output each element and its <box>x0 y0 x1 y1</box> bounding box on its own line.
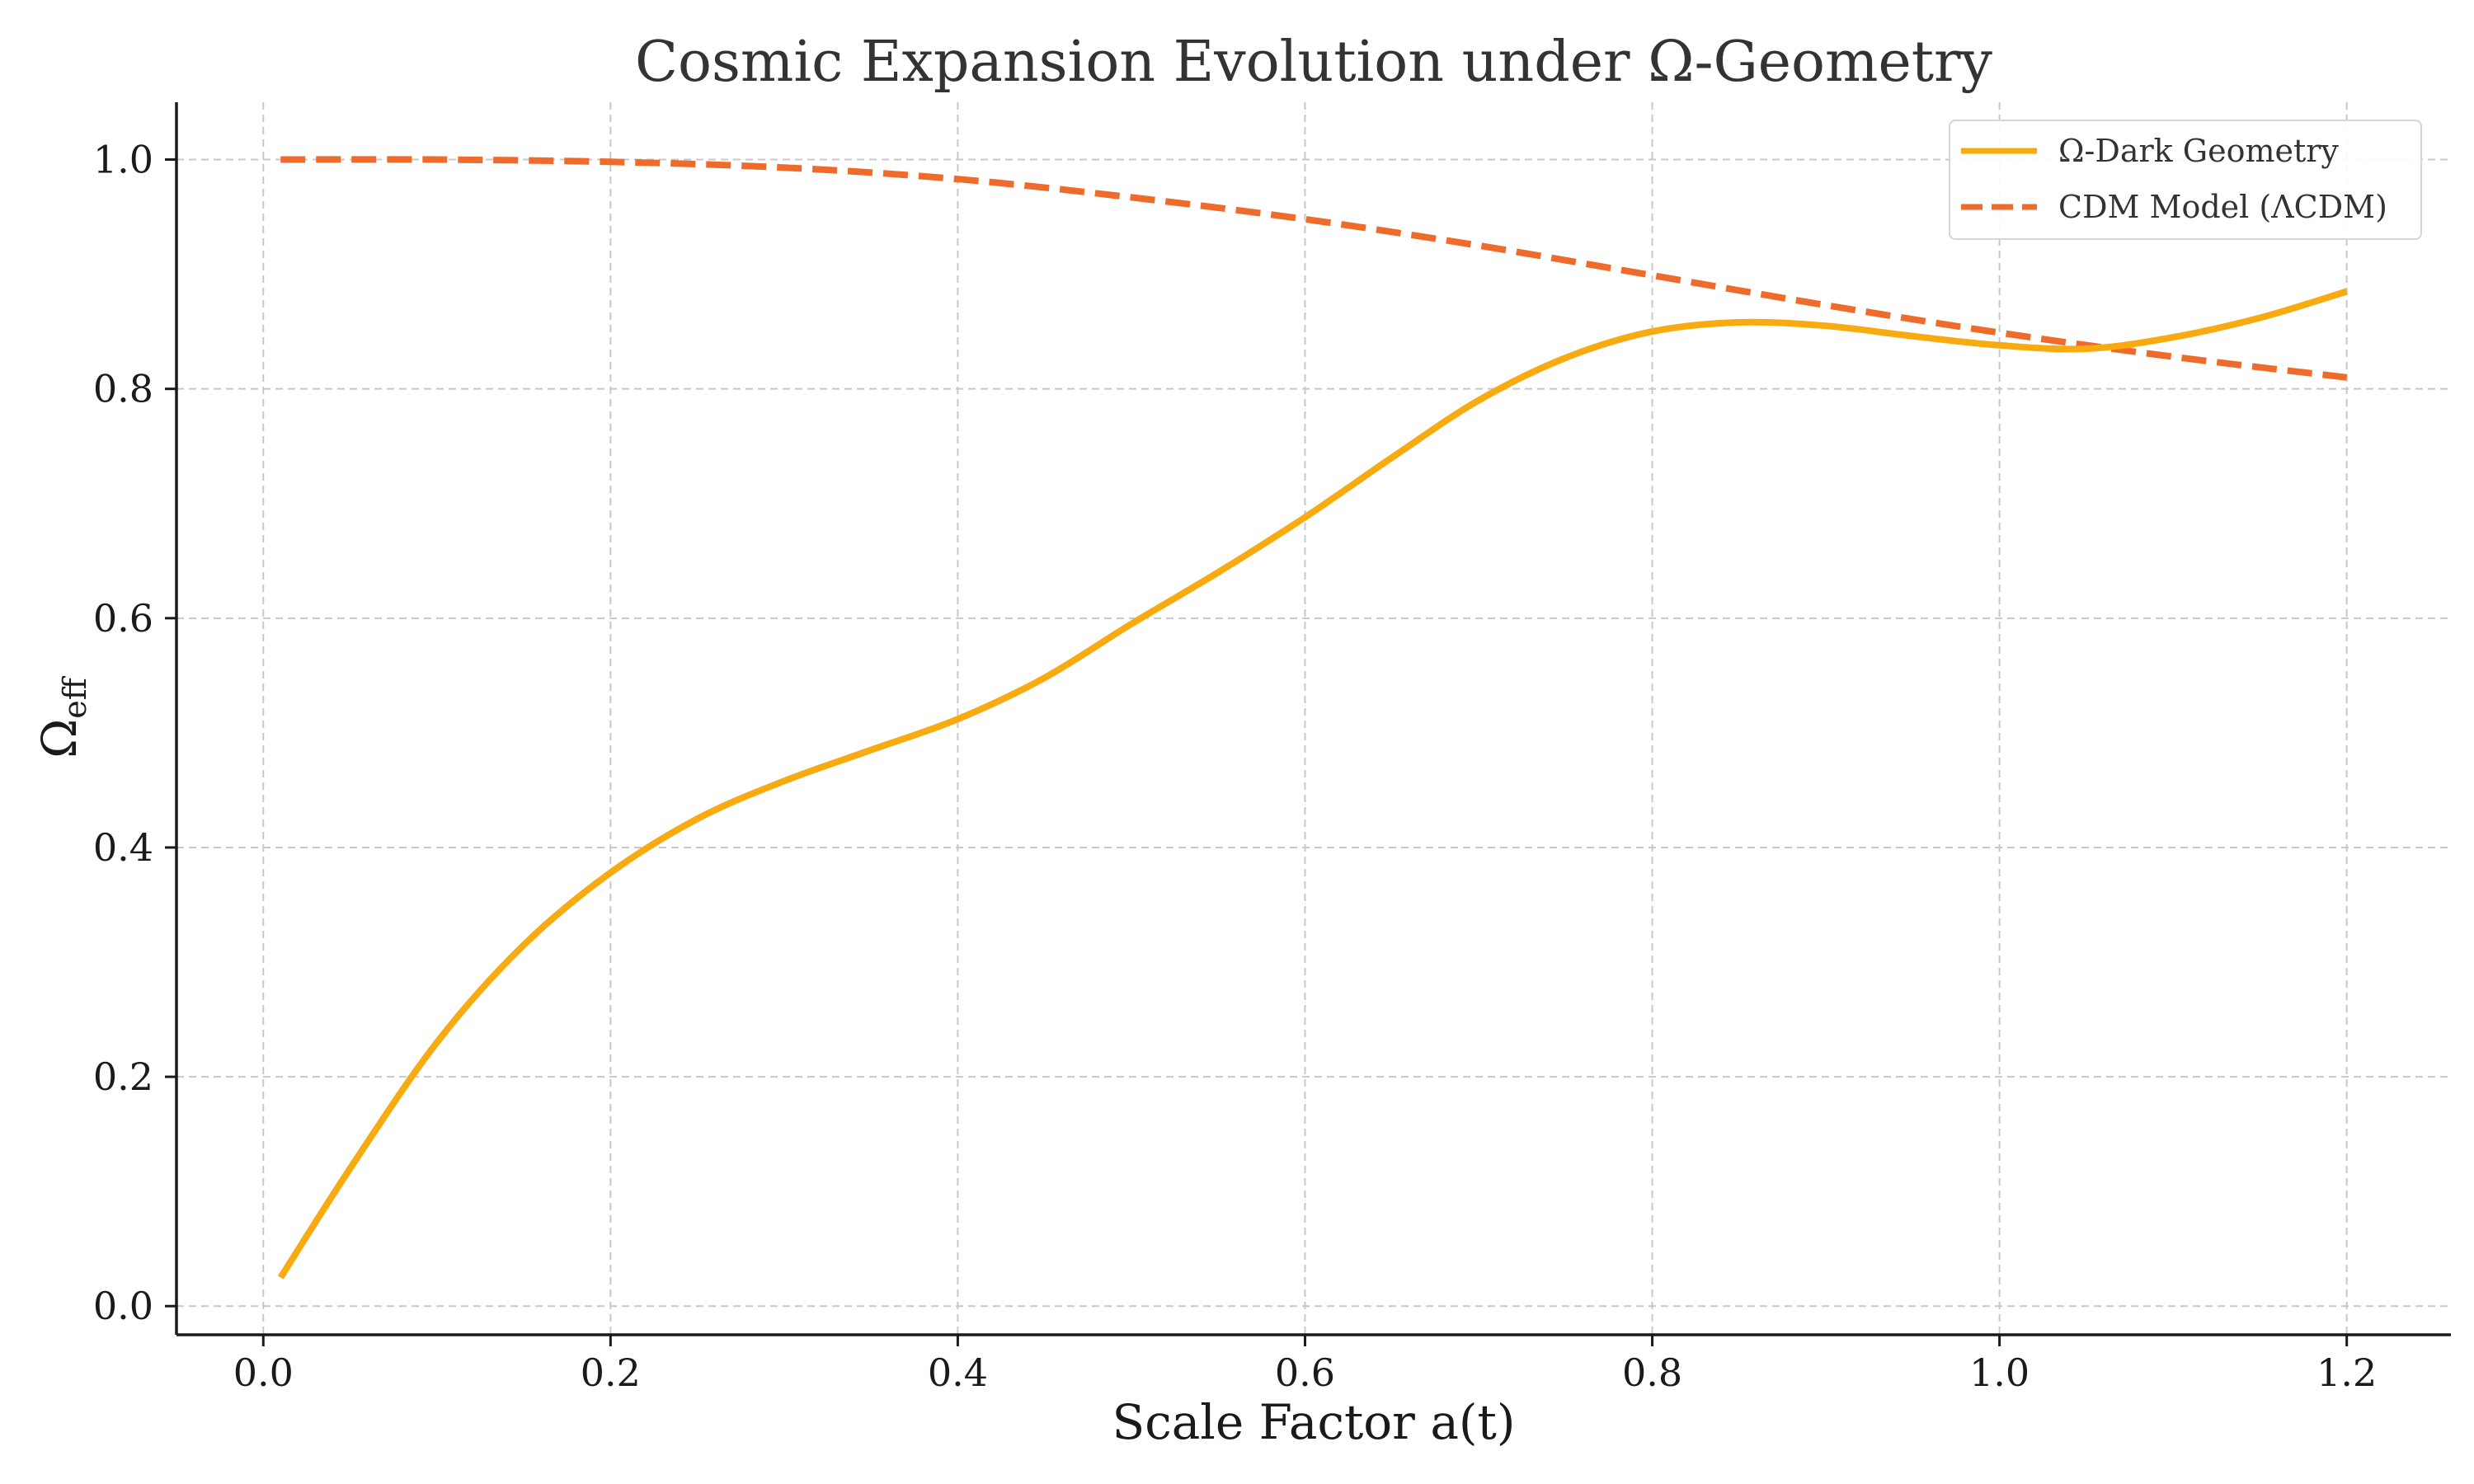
legend: Ω-Dark Geometry CDM Model (ΛCDM) <box>1949 120 2422 240</box>
x-tick-label: 1.0 <box>1969 1350 2030 1395</box>
y-tick-label: 0.6 <box>93 596 153 641</box>
x-tick-label: 0.8 <box>1622 1350 1682 1395</box>
x-tick-label: 1.2 <box>2316 1350 2377 1395</box>
legend-label-omega-dark: Ω-Dark Geometry <box>2058 133 2339 169</box>
x-axis-label: Scale Factor a(t) <box>1112 1394 1515 1450</box>
x-tick-label: 0.0 <box>233 1350 294 1395</box>
y-tick-label: 0.2 <box>93 1054 153 1099</box>
grid <box>176 102 2451 1335</box>
legend-box <box>1949 120 2422 240</box>
y-axis-label-subscript: eff <box>57 675 93 718</box>
legend-label-cdm: CDM Model (ΛCDM) <box>2058 189 2387 225</box>
series-line-cdm <box>280 156 2348 381</box>
y-tick-label: 0.0 <box>93 1284 153 1328</box>
y-tick-label: 0.4 <box>93 825 153 870</box>
series-line-omega-dark <box>277 288 2348 1280</box>
x-tick-label: 0.6 <box>1275 1350 1335 1395</box>
y-tick-label: 0.8 <box>93 367 153 411</box>
ticks: 0.0 0.2 0.4 0.6 0.8 1.0 1.2 0.0 0.2 0.4 0.6 0.8 1.0 <box>93 138 2377 1395</box>
y-axis-label: Ωeff <box>31 675 93 758</box>
series-layer <box>277 156 2348 1280</box>
x-tick-label: 0.2 <box>581 1350 641 1395</box>
chart-title: Cosmic Expansion Evolution under Ω-Geome… <box>635 30 1992 95</box>
x-tick-label: 0.4 <box>928 1350 988 1395</box>
axes-spines <box>175 102 2451 1336</box>
y-tick-label: 1.0 <box>93 138 153 182</box>
y-axis-label-main: Ω <box>31 719 87 758</box>
